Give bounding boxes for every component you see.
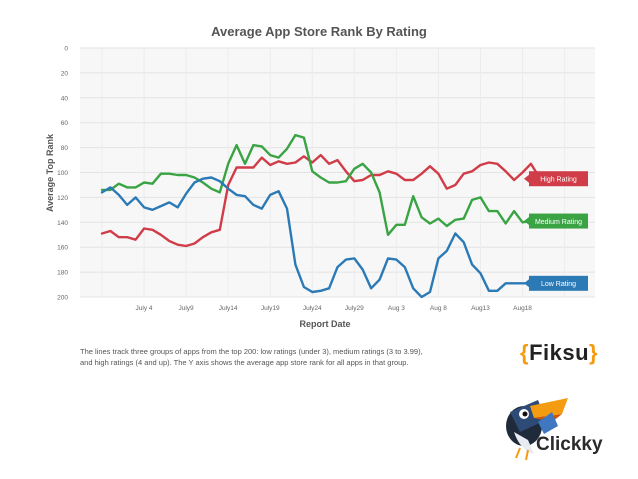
x-tick-label: Aug13 <box>471 305 490 312</box>
y-axis-label: Average Top Rank <box>45 133 55 212</box>
legend-pointer <box>524 279 529 288</box>
y-tick-label: 60 <box>61 120 69 127</box>
legend-high-rating: High Rating <box>524 171 588 187</box>
y-tick-label: 200 <box>57 295 68 302</box>
y-tick-label: 120 <box>57 195 68 202</box>
x-axis-label: Report Date <box>299 319 350 329</box>
y-tick-label: 100 <box>57 170 68 177</box>
toucan-mascot-icon <box>506 398 568 461</box>
x-tick-label: July 4 <box>136 305 153 312</box>
y-tick-label: 160 <box>57 245 68 252</box>
legend-medium-rating: Medium Rating <box>524 213 588 229</box>
x-tick-label: July19 <box>261 305 280 312</box>
series-line-medium-rating <box>100 133 575 236</box>
legend-swatch <box>529 171 588 187</box>
chart-title: Average App Store Rank By Rating <box>211 24 427 39</box>
legend-swatch <box>529 213 588 229</box>
legend-pointer <box>524 174 529 183</box>
legend-low-rating: Low Rating <box>524 275 588 291</box>
series-line-high-rating <box>100 153 575 248</box>
y-tick-label: 180 <box>57 270 68 277</box>
x-tick-label: July24 <box>303 305 322 312</box>
x-tick-label: Aug 3 <box>388 305 405 312</box>
legend-swatch <box>529 275 588 291</box>
y-tick-label: 0 <box>64 46 68 53</box>
x-tick-label: Aug 8 <box>430 305 447 312</box>
fiksu-logo: {Fiksu} <box>520 340 599 365</box>
legend-pointer <box>524 217 529 226</box>
y-tick-label: 20 <box>61 70 69 77</box>
rank-chart: Average App Store Rank By Rating 0 20 40 60… <box>45 24 595 329</box>
series-line-low-rating <box>100 176 575 299</box>
x-tick-label: July29 <box>345 305 364 312</box>
y-tick-label: 140 <box>57 220 68 227</box>
y-tick-label: 80 <box>61 145 69 152</box>
fiksu-logo-text: Fiksu <box>529 340 590 365</box>
x-tick-label: July14 <box>219 305 238 312</box>
y-tick-label: 40 <box>61 95 69 102</box>
series-layer <box>100 133 575 299</box>
legend-label: Low Rating <box>541 281 576 288</box>
legend-label: High Rating <box>540 177 577 184</box>
caption-line-2: and high ratings (4 and up). The Y axis … <box>80 358 409 367</box>
chart-caption: The lines track three groups of apps fro… <box>80 346 440 368</box>
axes-layer: 0 20 40 60 80 100 120 140 160 180 200 July 4 July9 Ju… <box>57 46 532 313</box>
x-tick-label: July9 <box>179 305 195 312</box>
legend-layer: High Rating Medium Rating Low Rating <box>524 171 588 291</box>
clickky-logo-text: Clickky <box>536 434 603 455</box>
caption-line-1: The lines track three groups of apps fro… <box>80 347 423 356</box>
grid-layer <box>80 47 595 298</box>
x-tick-label: Aug18 <box>513 305 532 312</box>
legend-label: Medium Rating <box>535 219 582 226</box>
